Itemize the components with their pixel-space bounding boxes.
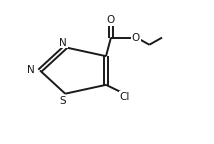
Text: Cl: Cl xyxy=(120,92,130,102)
Text: O: O xyxy=(107,15,115,25)
Text: O: O xyxy=(132,33,140,43)
Text: N: N xyxy=(59,38,67,48)
Text: N: N xyxy=(27,65,35,75)
Text: S: S xyxy=(59,96,66,106)
